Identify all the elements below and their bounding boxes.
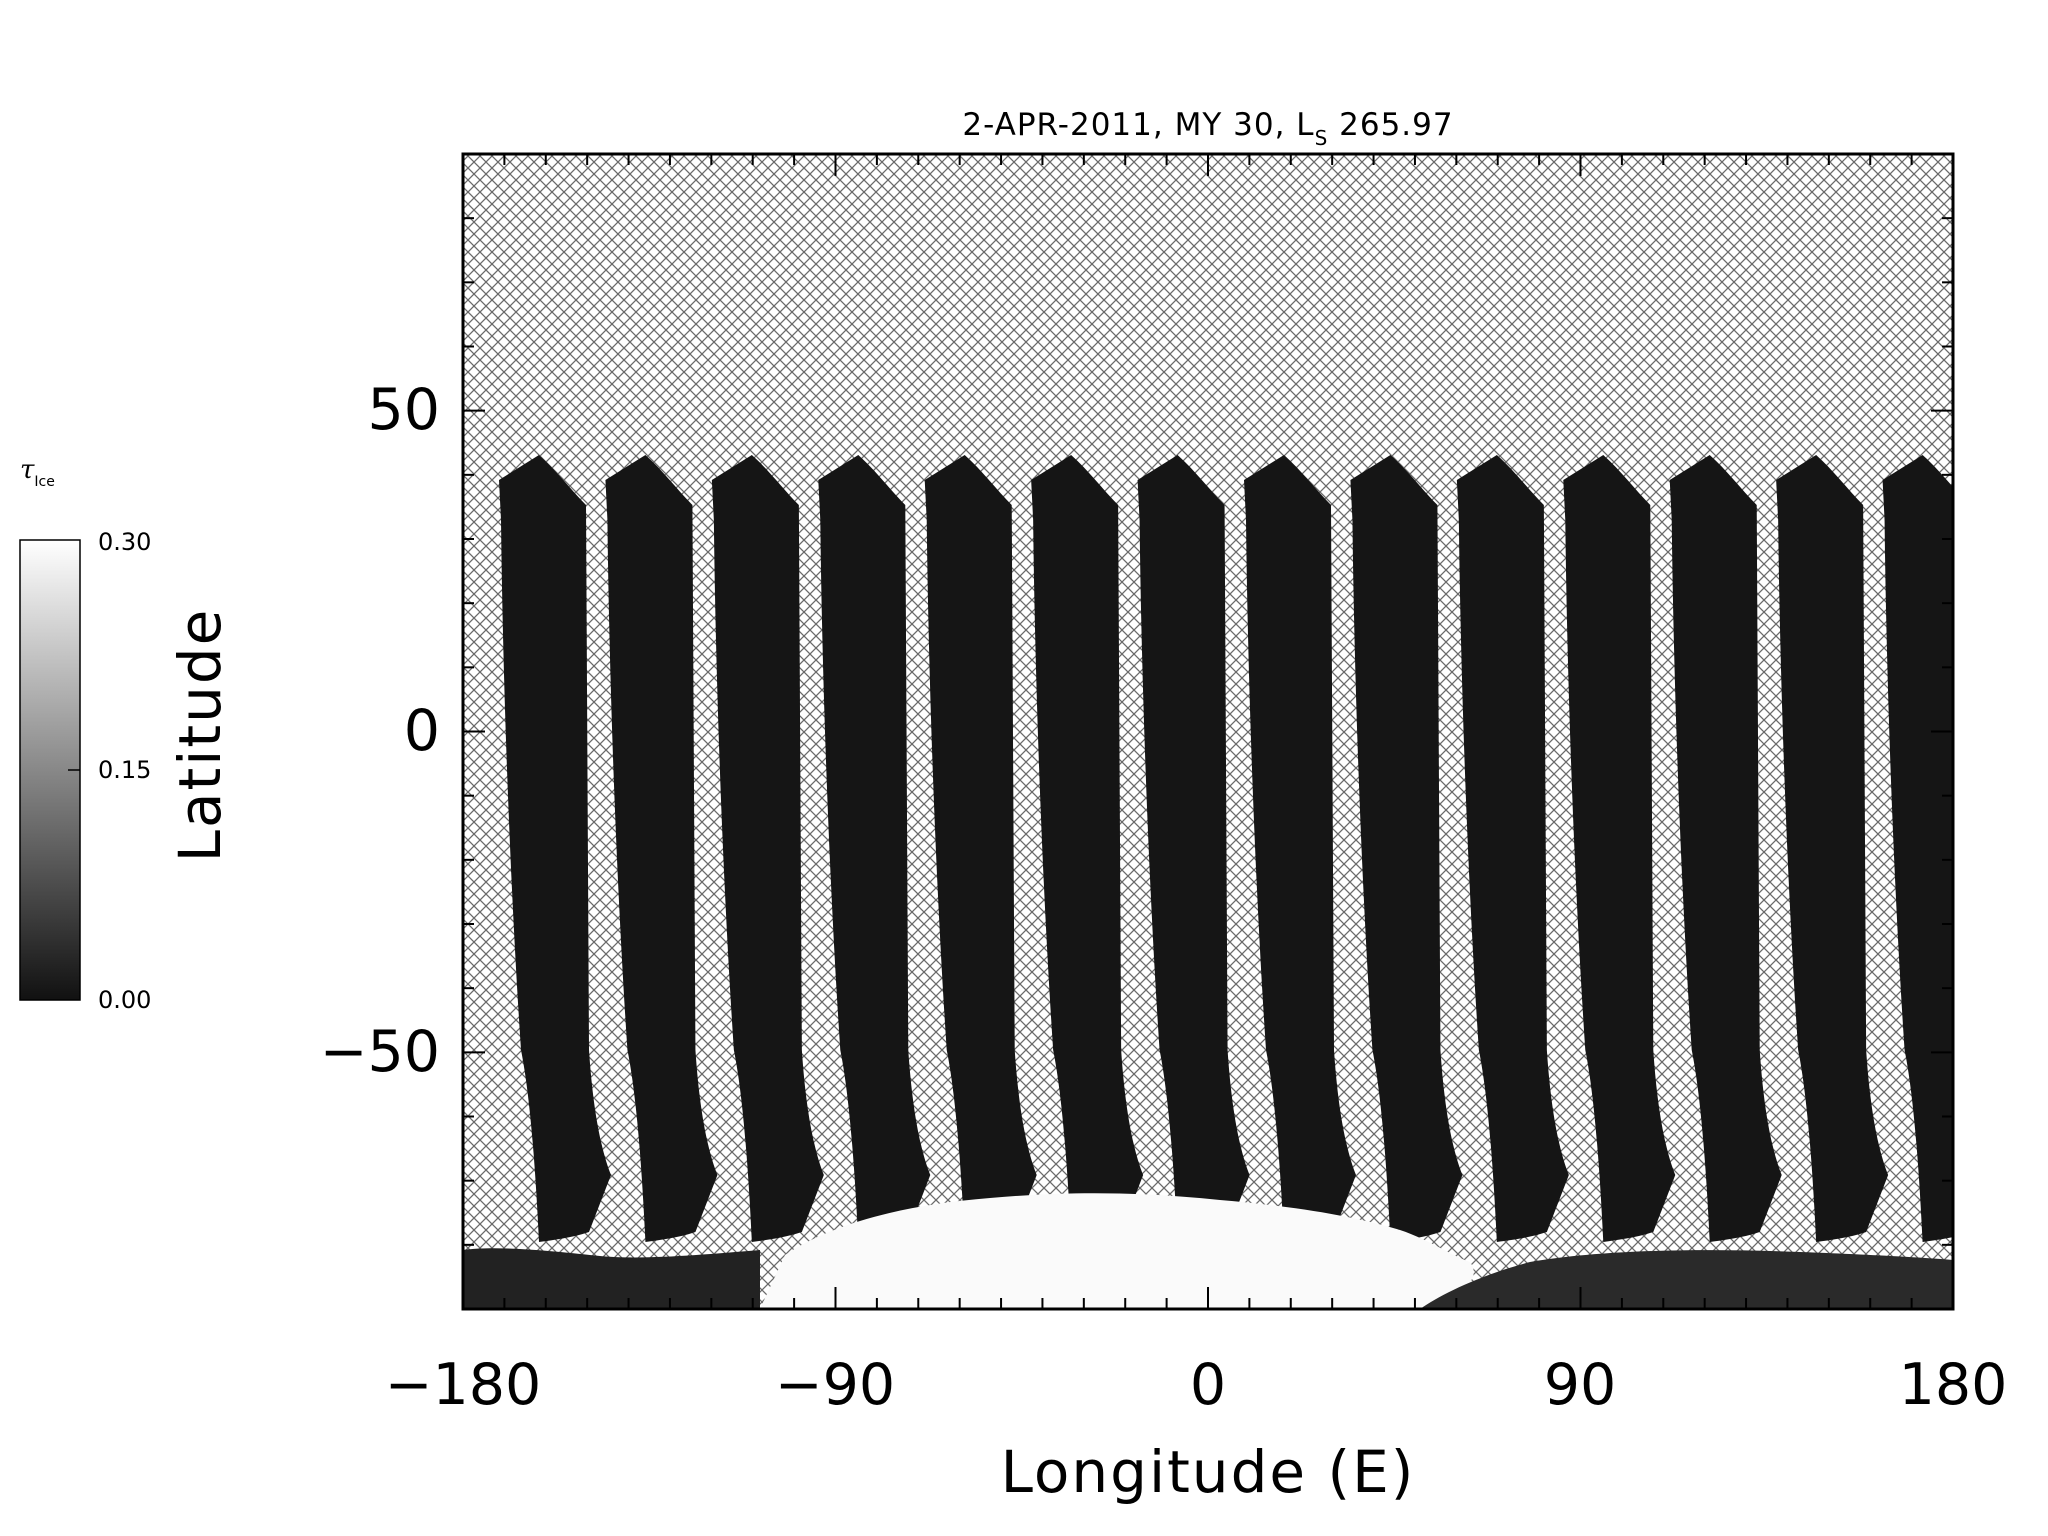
colorbar-tick-label: 0.30 — [98, 528, 152, 556]
x-tick-label: 0 — [1189, 1352, 1227, 1418]
y-tick-label: 0 — [403, 698, 440, 764]
swath — [1350, 455, 1463, 1242]
swath — [1137, 455, 1250, 1242]
axis-ticks — [462, 153, 1954, 1310]
swath-group — [499, 455, 1953, 1242]
swath — [1031, 455, 1144, 1242]
swath — [924, 455, 1037, 1242]
y-tick-label: 50 — [367, 377, 440, 443]
x-axis-label: Longitude (E) — [1000, 1438, 1416, 1506]
swath — [1563, 455, 1676, 1242]
map-title: 2-APR-2011, MY 30, LS 265.97 — [962, 107, 1454, 150]
swath — [1776, 455, 1889, 1242]
swath — [1882, 455, 1953, 1242]
x-tick-label: −90 — [774, 1352, 896, 1418]
south-band-east — [1420, 1250, 1953, 1309]
y-axis-label: Latitude — [166, 607, 234, 863]
x-tick-label: 180 — [1898, 1352, 2008, 1418]
x-tick-label: 90 — [1543, 1352, 1617, 1418]
swath — [1244, 455, 1356, 1242]
swath — [818, 455, 931, 1242]
swath — [711, 455, 824, 1242]
y-tick-label: −50 — [319, 1019, 440, 1085]
colorbar-label: τIce — [20, 455, 55, 490]
swath — [499, 455, 611, 1242]
swath — [1669, 455, 1782, 1242]
map-area — [463, 154, 1953, 1309]
south-band — [463, 1248, 760, 1309]
colorbar-tick-label: 0.00 — [98, 986, 152, 1014]
swath — [1456, 455, 1569, 1242]
polar-cap — [760, 1193, 1474, 1309]
x-tick-label: −180 — [384, 1352, 542, 1418]
colorbar-tick-label: 0.15 — [98, 756, 152, 784]
swath — [605, 455, 718, 1242]
